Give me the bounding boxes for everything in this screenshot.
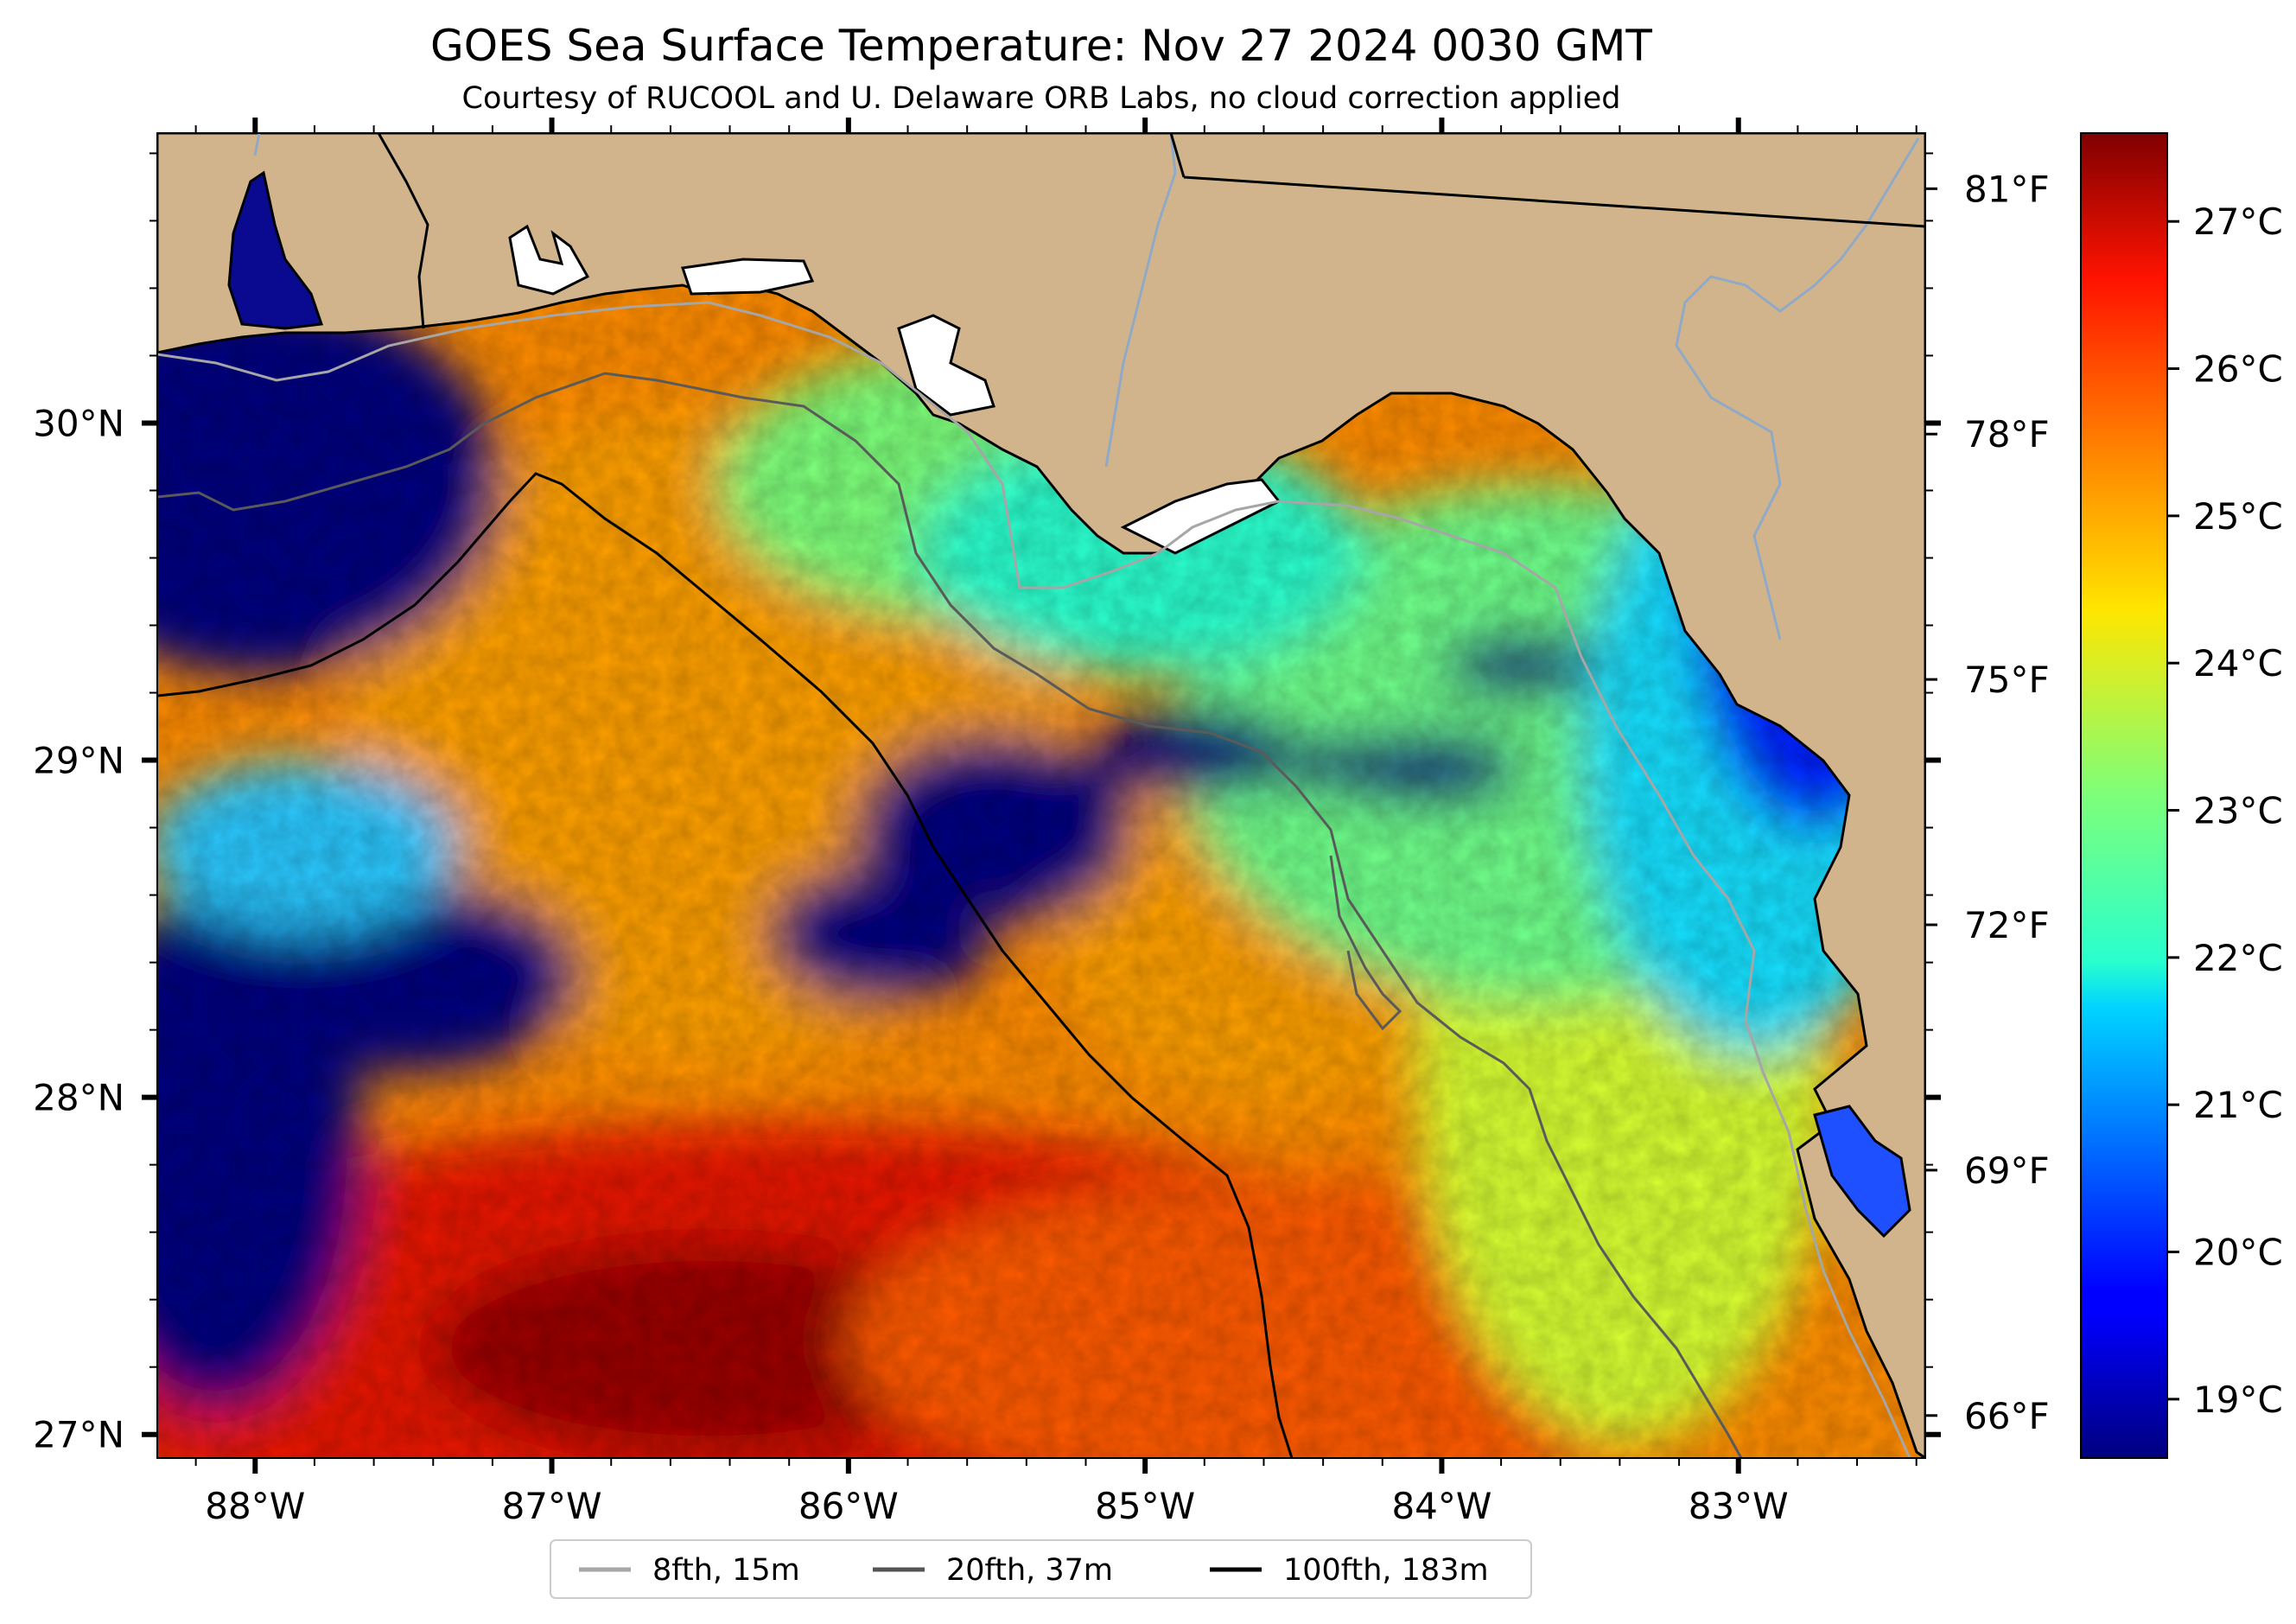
fahrenheit-tick-label: 81°F (1964, 168, 2050, 210)
mobile-bay (227, 170, 324, 330)
state-border-2 (1169, 133, 1186, 178)
celsius-tick-label: 22°C (2193, 937, 2283, 979)
land-mass (157, 133, 1925, 1458)
legend-label: 8fth, 15m (652, 1553, 800, 1588)
legend-label: 100fth, 183m (1283, 1553, 1489, 1588)
longitude-ticks: 88°W 87°W 86°W 85°W 84°W 83°W (205, 118, 1789, 1527)
legend-box (550, 1539, 1532, 1599)
isobath-20fth (157, 372, 1743, 1458)
fahrenheit-tick-label: 69°F (1964, 1150, 2050, 1192)
pensacola-bay (508, 224, 590, 296)
lon-tick-label: 86°W (798, 1485, 899, 1527)
fahrenheit-tick-label: 78°F (1964, 413, 2050, 455)
celsius-axis: 19°C 20°C 21°C 22°C 23°C 24°C 25°C 26°C 27°C (2167, 201, 2283, 1421)
celsius-tick-label: 27°C (2193, 201, 2283, 243)
celsius-tick-label: 23°C (2193, 790, 2283, 832)
fahrenheit-axis: 66°F 69°F 72°F 75°F 78°F 81°F (1925, 168, 2050, 1437)
lon-tick-label: 85°W (1095, 1485, 1195, 1527)
colorbar: 19°C 20°C 21°C 22°C 23°C 24°C 25°C 26°C 27°C (2080, 132, 2283, 1459)
st-andrew-bay (897, 314, 995, 417)
tampa-bay (1813, 1105, 1911, 1239)
colorbar-gradient (2080, 132, 2168, 1459)
celsius-tick-label: 25°C (2193, 495, 2283, 538)
lon-tick-label: 83°W (1689, 1485, 1789, 1527)
state-border (1183, 175, 1925, 228)
celsius-tick-label: 19°C (2193, 1379, 2283, 1421)
celsius-tick-label: 20°C (2193, 1232, 2283, 1274)
lat-tick-label: 28°N (33, 1077, 124, 1119)
legend: 8fth, 15m 20fth, 37m 100fth, 183m (550, 1539, 1532, 1599)
lon-tick-label: 88°W (205, 1485, 305, 1527)
celsius-tick-label: 21°C (2193, 1084, 2283, 1126)
celsius-tick-label: 24°C (2193, 642, 2283, 685)
lon-tick-label: 87°W (502, 1485, 602, 1527)
fahrenheit-tick-label: 72°F (1964, 904, 2050, 946)
apalachicola-bay (1120, 478, 1282, 555)
rivers (253, 133, 1920, 640)
isobath-8fth (157, 301, 1911, 1458)
fahrenheit-tick-label: 66°F (1964, 1395, 2050, 1437)
figure-title: GOES Sea Surface Temperature: Nov 27 202… (430, 21, 1652, 71)
legend-label: 20fth, 37m (946, 1553, 1113, 1588)
lat-tick-label: 30°N (33, 402, 124, 444)
latitude-ticks: 30°N 29°N 28°N 27°N (33, 402, 1941, 1456)
isobath-100fth (157, 472, 1294, 1458)
celsius-tick-label: 26°C (2193, 348, 2283, 391)
lon-tick-label: 84°W (1391, 1485, 1491, 1527)
map-panel (157, 133, 1925, 1458)
minor-ticks (149, 125, 1933, 1466)
fahrenheit-tick-label: 75°F (1964, 659, 2050, 701)
lat-tick-label: 29°N (33, 740, 124, 782)
choctawhatchee-bay (681, 258, 815, 296)
map-frame (156, 132, 1926, 1459)
figure-subtitle: Courtesy of RUCOOL and U. Delaware ORB L… (462, 81, 1621, 116)
state-border-3 (377, 133, 429, 329)
lat-tick-label: 27°N (33, 1414, 124, 1456)
